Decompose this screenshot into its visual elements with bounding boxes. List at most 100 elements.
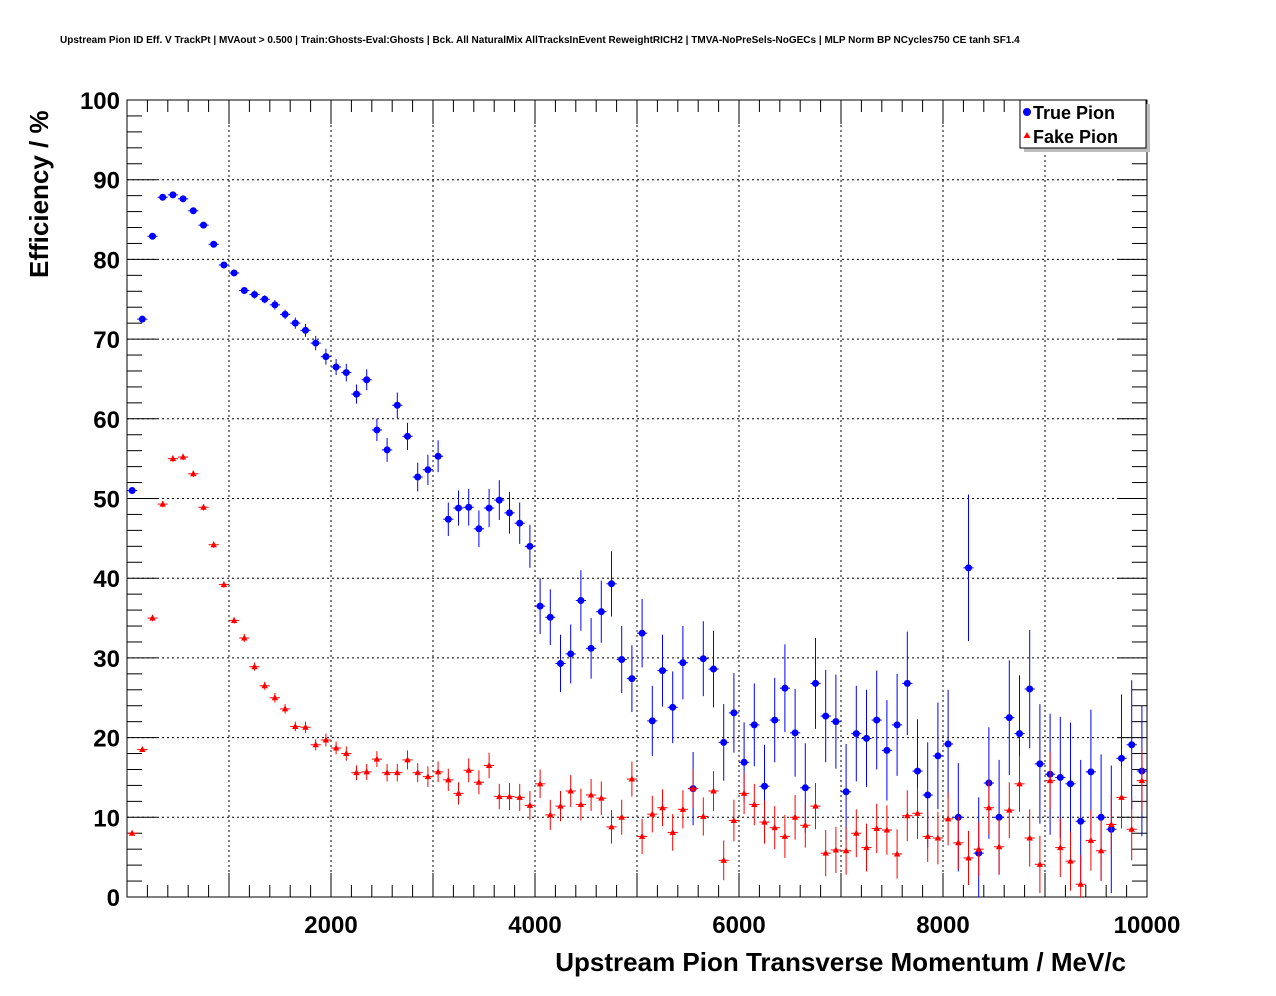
data-point [292,722,299,729]
data-point [771,824,778,831]
data-point [373,755,381,762]
data-point [424,773,432,780]
data-point [771,716,779,724]
data-point [1046,777,1054,784]
data-point [526,542,534,550]
data-point [638,629,646,637]
data-point [740,789,748,796]
data-point [332,744,340,751]
data-series [127,191,1147,897]
data-point [455,789,462,796]
data-point [536,602,544,610]
data-point [883,826,891,833]
data-point [659,667,666,675]
legend-fake-pion-label: Fake Pion [1033,127,1118,147]
data-point [700,813,707,820]
data-point [1108,820,1115,827]
data-point [1026,685,1034,693]
data-point [404,756,411,763]
data-point [220,581,228,588]
data-point [353,769,360,776]
data-point [852,730,860,738]
data-point [832,846,840,853]
data-point [965,564,972,572]
data-point [618,655,626,663]
data-point [200,221,207,229]
data-point [598,794,605,801]
data-point [567,650,575,658]
data-point [373,426,381,434]
data-point [139,746,146,753]
data-point [475,778,483,785]
x-axis-title: Upstream Pion Transverse Momentum / MeV/… [555,947,1126,977]
data-point [965,854,972,861]
data-point [751,801,758,808]
data-point [740,758,748,766]
data-point [587,791,595,798]
data-point [485,761,493,768]
data-point [791,729,799,737]
data-point [1006,806,1013,813]
data-point [128,829,136,836]
data-point [240,286,248,294]
data-point [302,723,309,730]
data-point [812,802,819,809]
data-point [822,712,830,720]
data-point [302,326,309,334]
data-point [536,780,544,787]
data-point [271,301,279,309]
data-point [893,721,901,729]
series-fake-pion [127,453,1147,897]
data-point [322,736,330,743]
data-point [802,821,809,828]
data-point [1118,793,1125,800]
grid-lines [127,100,1147,897]
data-point [547,811,554,818]
y-tick-label: 0 [107,885,120,912]
data-point [934,752,942,760]
data-point [332,363,340,371]
data-point [291,319,299,327]
data-point [1067,857,1074,864]
x-tick-labels: 2000 4000 6000 8000 10000 [304,912,1180,939]
data-point [608,580,615,588]
data-point [496,793,503,800]
data-point [893,850,901,857]
legend-box [1019,99,1147,149]
data-point [587,644,595,652]
data-point [883,746,891,754]
data-point [383,446,391,454]
data-point [1067,780,1074,788]
data-point [230,269,238,277]
data-point [455,504,462,512]
data-point [873,716,881,724]
data-point [393,401,401,409]
data-point [342,369,350,377]
data-point [363,376,371,384]
data-point [577,801,585,808]
data-point [567,787,574,794]
data-point [251,663,258,670]
data-point [761,782,768,790]
y-tick-label: 100 [80,88,120,115]
data-point [669,703,677,711]
y-tick-label: 90 [93,168,120,195]
y-tick-label: 70 [93,327,120,354]
data-point [710,787,717,794]
data-point [1118,754,1125,762]
data-point [261,682,268,689]
data-point [1087,768,1095,776]
data-point [230,616,238,623]
data-point [679,659,687,667]
data-point [781,832,789,839]
data-point [159,500,166,507]
data-point [1036,760,1044,768]
data-point [128,487,136,495]
y-tick-label: 30 [93,646,120,673]
data-point [210,240,218,248]
data-point [995,843,1003,850]
data-point [1077,880,1084,887]
data-point [924,832,931,839]
y-tick-label: 20 [93,726,120,753]
data-point [220,261,228,269]
